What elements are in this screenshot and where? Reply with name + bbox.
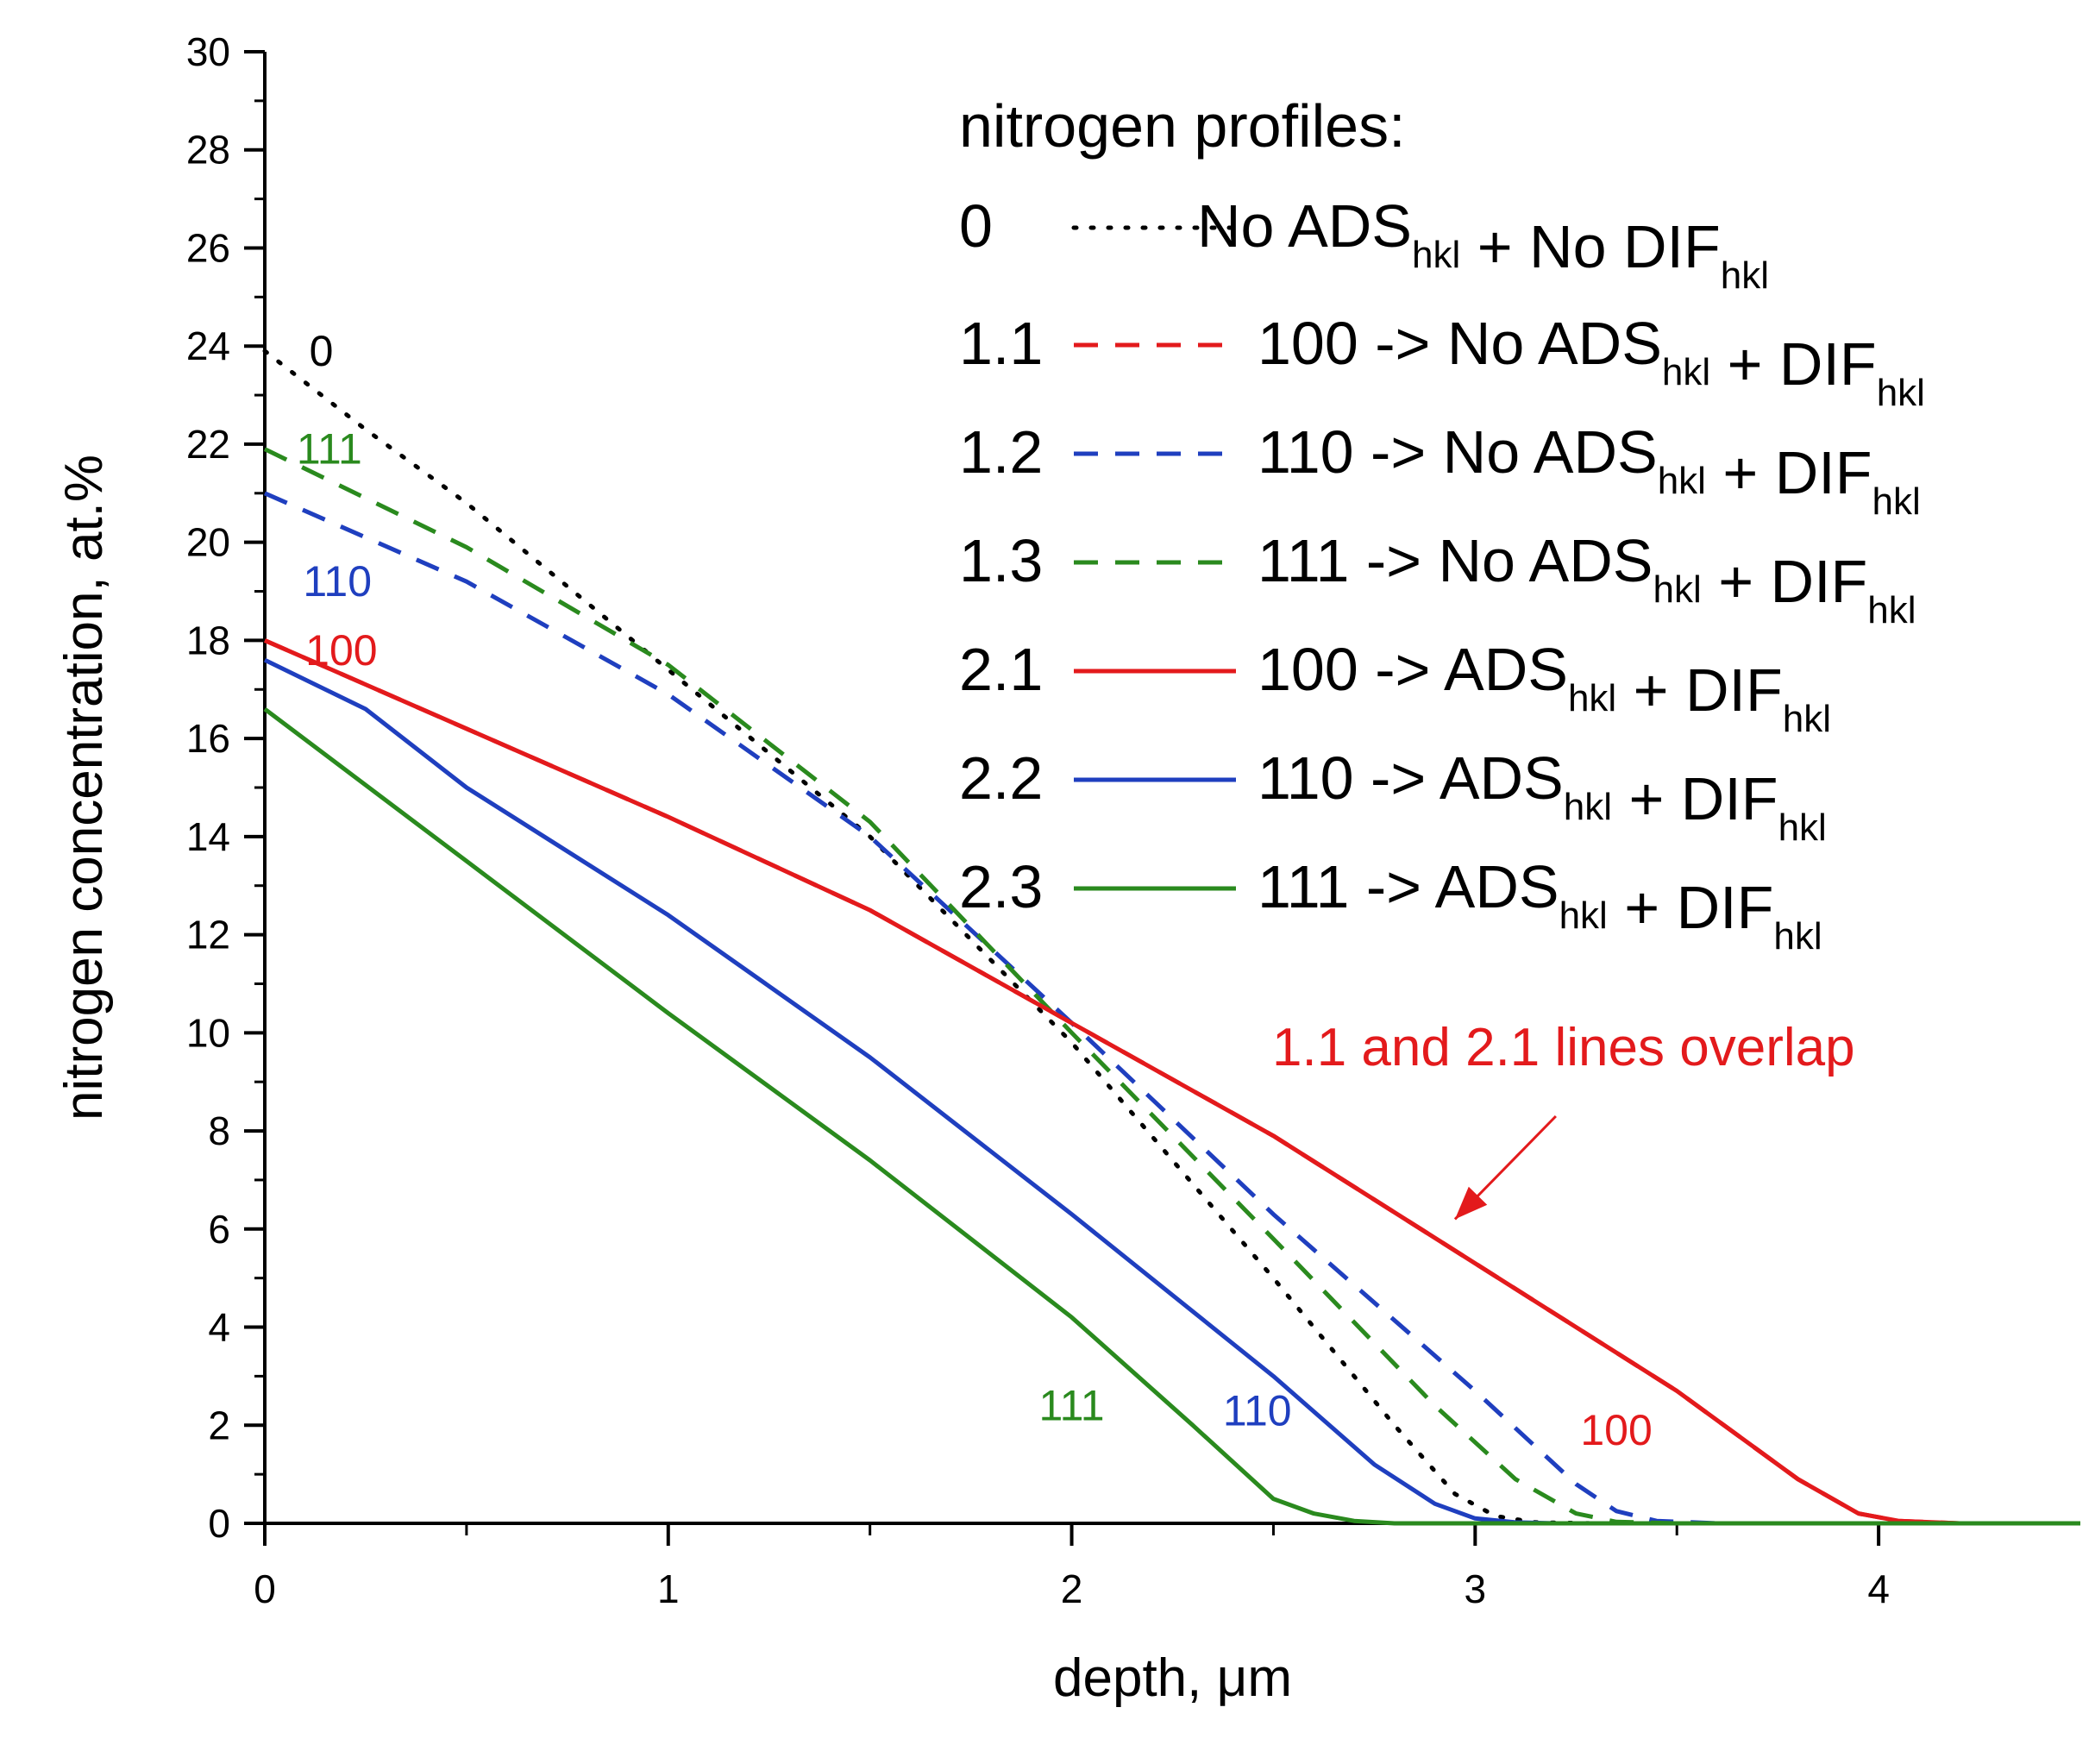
legend-subscript: hkl	[1877, 372, 1925, 414]
legend-entry-label: 111 -> No ADShkl + DIFhkl	[1258, 527, 1916, 631]
legend-label-part: 111 -> No ADS	[1258, 527, 1653, 594]
legend-label-part: + No DIF	[1460, 213, 1720, 280]
series-line-2.2	[263, 657, 1556, 1526]
curve-label: 100	[1580, 1406, 1652, 1454]
series-line-1.3	[263, 447, 1678, 1526]
x-tick-label: 3	[1465, 1566, 1487, 1611]
y-tick-label: 6	[208, 1207, 230, 1252]
legend-subscript: hkl	[1773, 915, 1822, 957]
y-tick-label: 18	[186, 618, 230, 662]
y-tick-label: 12	[186, 913, 230, 957]
legend-label-part: 110 -> ADS	[1258, 744, 1564, 812]
series-line-0	[262, 348, 1599, 1526]
legend-label-part: 100 -> No ADS	[1258, 310, 1662, 377]
overlap-annotation-text: 1.1 and 2.1 lines overlap	[1272, 1018, 1855, 1077]
legend-label-part: + DIF	[1702, 548, 1868, 615]
y-tick-label: 30	[186, 29, 230, 74]
y-tick-label: 16	[186, 716, 230, 761]
legend-label-part: 100 -> ADS	[1258, 636, 1568, 703]
curve-label: 111	[1039, 1382, 1105, 1430]
y-tick-label: 20	[186, 520, 230, 565]
legend: nitrogen profiles:0 No ADShkl + No DIFhkl…	[959, 92, 1925, 957]
legend-label-part: + DIF	[1612, 765, 1778, 832]
overlap-arrow-head	[1454, 1186, 1488, 1220]
legend-subscript: hkl	[1778, 807, 1827, 849]
curve-label: 110	[303, 557, 372, 606]
legend-entry-label: No ADShkl + No DIFhkl	[1197, 192, 1769, 297]
legend-subscript: hkl	[1721, 254, 1769, 297]
curve-label: 0	[310, 327, 334, 375]
y-tick-label: 4	[208, 1305, 230, 1350]
y-tick-label: 22	[186, 422, 230, 467]
legend-label-part: 110 -> No ADS	[1258, 418, 1658, 486]
x-tick-label: 2	[1061, 1566, 1083, 1611]
legend-entry-id: 2.1	[959, 636, 1043, 703]
legend-label-part: + DIF	[1710, 330, 1877, 398]
curve-labels: 0 111 110 100 111 110 100	[297, 327, 1653, 1454]
legend-title: nitrogen profiles:	[959, 92, 1406, 160]
legend-entry-label: 110 -> No ADShkl + DIFhkl	[1258, 418, 1921, 523]
legend-entry-label: 110 -> ADShkl + DIFhkl	[1258, 744, 1827, 849]
curve-label: 111	[297, 425, 362, 474]
y-tick-label: 0	[208, 1501, 230, 1546]
legend-subscript: hkl	[1653, 568, 1702, 611]
legend-subscript: hkl	[1662, 351, 1710, 393]
legend-subscript: hkl	[1412, 234, 1460, 276]
y-tick-label: 10	[186, 1010, 230, 1055]
y-tick-label: 2	[208, 1403, 230, 1447]
legend-label-part: 111 -> ADS	[1258, 853, 1559, 920]
curve-label: 110	[1223, 1386, 1292, 1434]
overlap-annotation: 1.1 and 2.1 lines overlap	[1272, 1018, 1855, 1221]
legend-subscript: hkl	[1658, 460, 1706, 502]
legend-entry-label: 100 -> No ADShkl + DIFhkl	[1258, 310, 1925, 414]
y-axis-title: nitrogen concentration, at.%	[54, 455, 114, 1121]
legend-entry-id: 1.2	[959, 418, 1043, 486]
x-tick-label: 1	[657, 1566, 680, 1611]
legend-subscript: hkl	[1568, 677, 1616, 719]
legend-entry-id: 2.3	[959, 853, 1043, 920]
y-tick-label: 14	[186, 814, 230, 859]
legend-entry-id: 1.1	[959, 310, 1043, 377]
legend-label-part: + DIF	[1616, 656, 1783, 724]
legend-entry-label: 100 -> ADShkl + DIFhkl	[1258, 636, 1831, 740]
legend-label-part: No ADS	[1197, 192, 1412, 260]
curve-label: 100	[305, 626, 377, 675]
x-tick-label: 0	[254, 1566, 276, 1611]
legend-subscript: hkl	[1559, 895, 1608, 937]
legend-subscript: hkl	[1564, 786, 1612, 828]
series-line-1.2	[263, 491, 1718, 1526]
x-axis-title: depth, μm	[1053, 1648, 1292, 1708]
y-tick-label: 26	[186, 225, 230, 270]
legend-entry-id: 2.2	[959, 744, 1043, 812]
y-tick-label: 8	[208, 1108, 230, 1153]
legend-subscript: hkl	[1783, 698, 1831, 740]
series-line-2.1	[263, 638, 2080, 1526]
x-tick-label: 4	[1867, 1566, 1890, 1611]
legend-entry-id: 1.3	[959, 527, 1043, 594]
series-line-2.3	[263, 707, 2080, 1526]
legend-label-part: + DIF	[1706, 439, 1872, 506]
legend-label-part: + DIF	[1608, 874, 1774, 941]
y-tick-label: 24	[186, 323, 230, 368]
legend-subscript: hkl	[1872, 480, 1920, 523]
legend-entry-label: 111 -> ADShkl + DIFhkl	[1258, 853, 1822, 957]
y-tick-label: 28	[186, 128, 230, 173]
series-layer	[262, 348, 2080, 1526]
legend-entry-id: 0	[959, 192, 993, 260]
legend-subscript: hkl	[1867, 589, 1916, 631]
